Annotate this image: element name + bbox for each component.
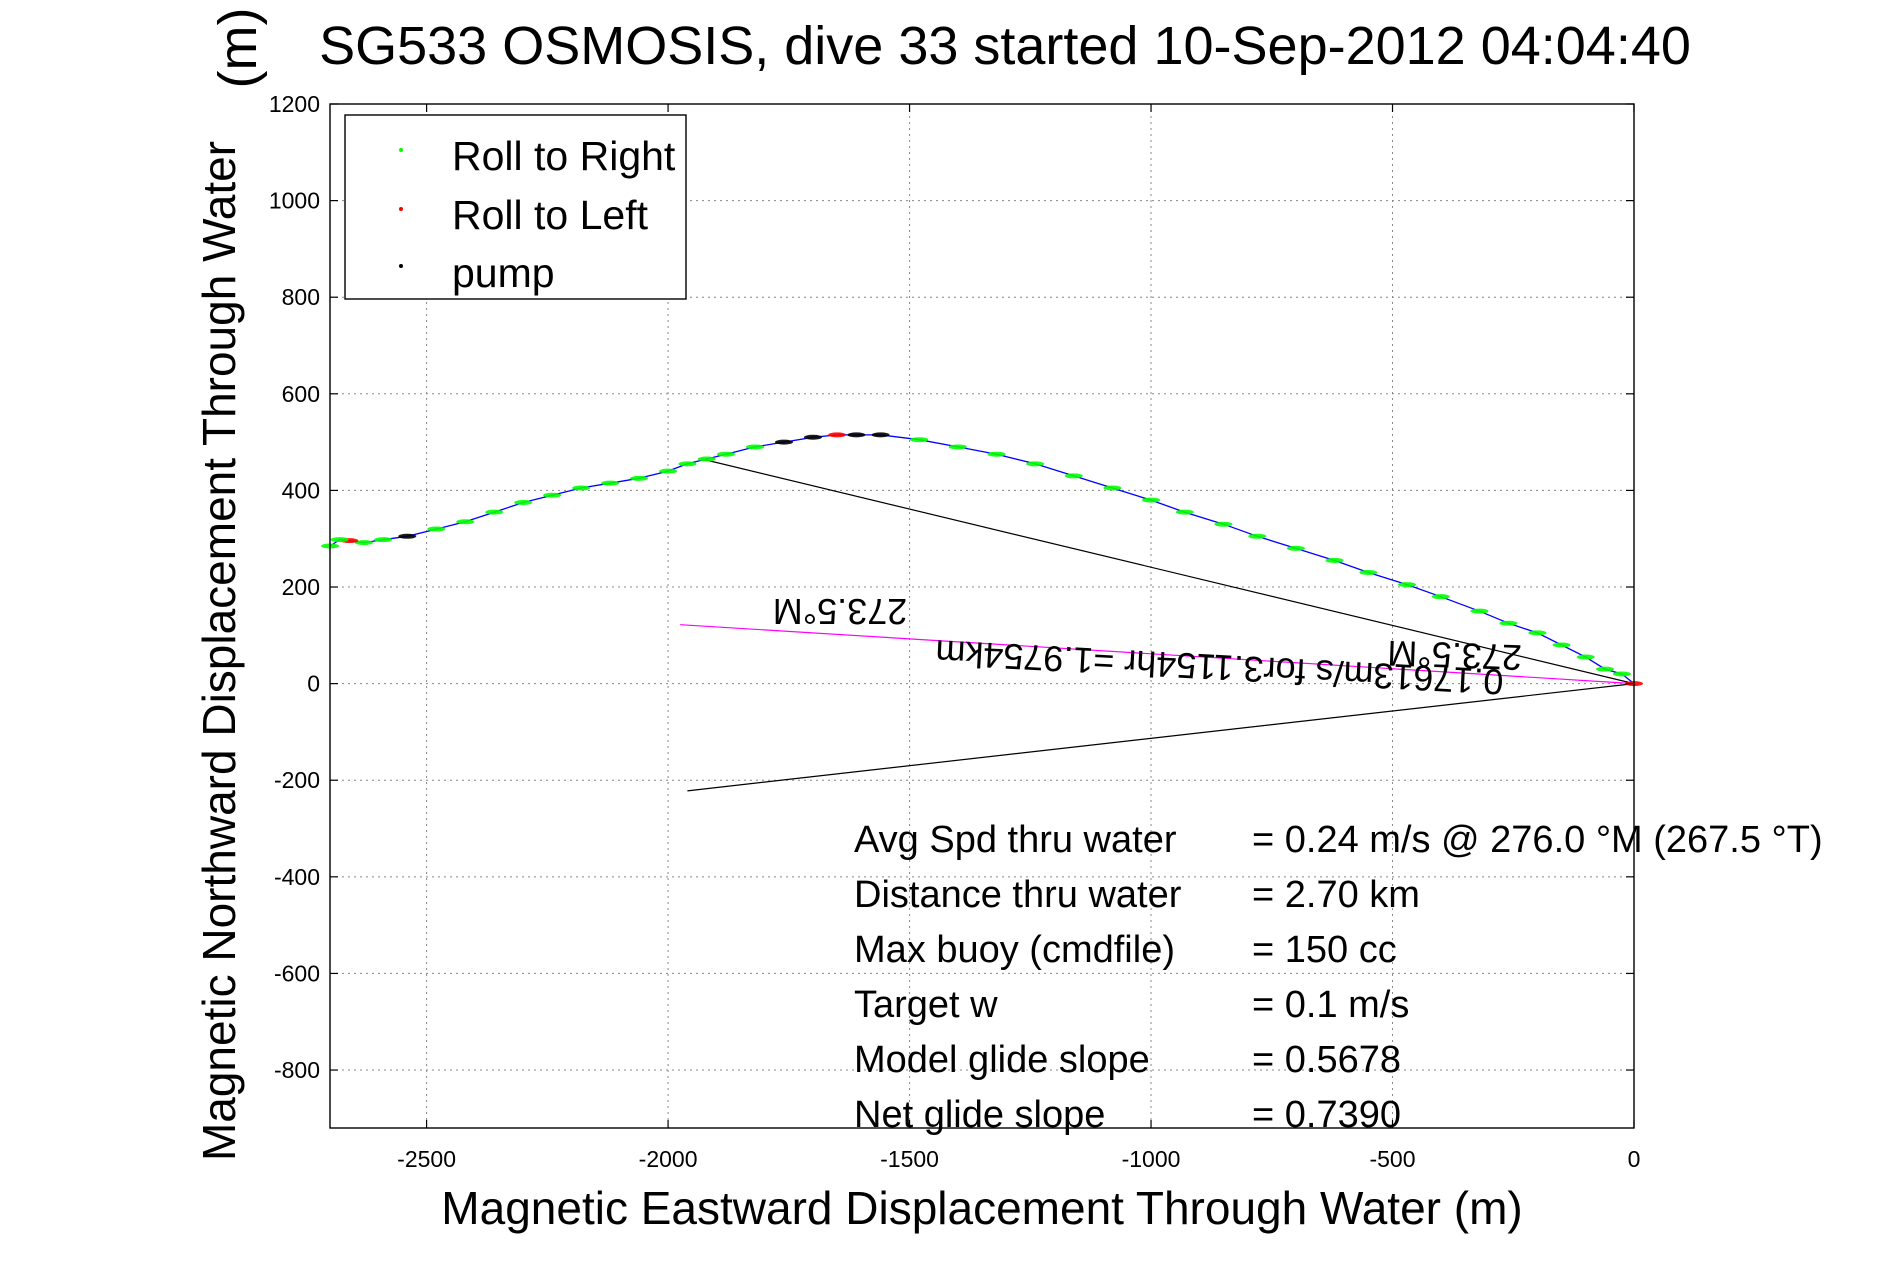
stat-label-model-glide: Model glide slope	[854, 1039, 1150, 1081]
track-marker	[1528, 630, 1547, 636]
bearing-ray-2	[680, 624, 1635, 685]
track-marker	[910, 437, 929, 443]
bearing-ray-1	[687, 683, 1635, 792]
track-marker	[871, 432, 890, 438]
track-marker	[948, 444, 967, 450]
track-marker	[746, 444, 765, 450]
x-tick-label: -1500	[880, 1146, 939, 1172]
y-axis-ticks: -800 -600 -400 -200 0 200 400 600 800 1000 1200	[269, 91, 1634, 1083]
stat-value-target-w: = 0.1 m/s	[1252, 984, 1409, 1026]
track-marker	[398, 533, 417, 539]
track-marker	[485, 509, 504, 515]
x-tick-label: -2000	[639, 1146, 698, 1172]
legend-label-pump: pump	[452, 250, 555, 296]
x-axis-label: Magnetic Eastward Displacement Through W…	[441, 1182, 1522, 1234]
track-marker	[678, 461, 697, 467]
track-marker	[1398, 582, 1417, 588]
legend-marker-roll-left	[399, 207, 403, 211]
legend: Roll to Right Roll to Left pump	[344, 114, 687, 300]
legend-box	[344, 114, 687, 300]
track-marker	[514, 499, 533, 505]
track-marker	[659, 468, 678, 474]
track-marker	[354, 540, 373, 546]
x-axis-ticks: -2500 -2000 -1500 -1000 -500 0	[397, 104, 1640, 1172]
stat-label-avg-speed: Avg Spd thru water	[854, 819, 1177, 861]
ray-label-heading-right: 273.5°M	[1387, 633, 1523, 679]
y-tick-label: 400	[282, 477, 320, 503]
track-marker	[717, 451, 736, 457]
y-tick-label: 0	[307, 671, 320, 697]
bearing-rays	[680, 458, 1635, 792]
track-marker	[374, 537, 393, 543]
y-tick-label: 800	[282, 284, 320, 310]
track-marker	[774, 439, 793, 445]
track-marker	[1214, 521, 1233, 527]
title-overlap-unit: (m)	[208, 8, 268, 89]
legend-marker-roll-right	[399, 148, 403, 152]
track-marker	[601, 480, 620, 486]
track-marker	[1612, 671, 1631, 677]
track-marker	[330, 537, 349, 543]
track-marker	[1596, 666, 1615, 672]
x-tick-label: 0	[1628, 1146, 1641, 1172]
plot-frame	[329, 103, 1635, 1129]
track-marker	[1576, 654, 1595, 660]
x-tick-label: -1000	[1122, 1146, 1181, 1172]
stat-value-distance: = 2.70 km	[1252, 874, 1420, 916]
stat-label-distance: Distance thru water	[854, 874, 1182, 916]
stat-value-max-buoy: = 150 cc	[1252, 929, 1397, 971]
y-axis-label: Magnetic Northward Displacement Through …	[193, 141, 245, 1161]
x-tick-label: -500	[1369, 1146, 1415, 1172]
stat-label-target-w: Target w	[854, 984, 998, 1026]
track-marker	[1470, 608, 1489, 614]
track-marker	[456, 519, 475, 525]
stat-value-avg-speed: = 0.24 m/s @ 276.0 °M (267.5 °T)	[1252, 819, 1823, 861]
stat-value-net-glide: = 0.7390	[1252, 1094, 1401, 1136]
y-tick-label: 200	[282, 574, 320, 600]
y-tick-label: -200	[274, 767, 320, 793]
track-marker	[1359, 570, 1378, 576]
y-tick-label: -800	[274, 1057, 320, 1083]
y-tick-label: 1000	[269, 188, 320, 214]
y-tick-label: 600	[282, 381, 320, 407]
track-marker	[697, 456, 716, 462]
track-marker	[543, 492, 562, 498]
y-tick-label: -400	[274, 864, 320, 890]
legend-marker-pump	[399, 264, 403, 268]
track-marker	[1103, 485, 1122, 491]
legend-label-roll-right: Roll to Right	[452, 133, 676, 179]
track-marker	[987, 451, 1006, 457]
stats-block: Avg Spd thru water = 0.24 m/s @ 276.0 °M…	[854, 819, 1823, 1136]
legend-label-roll-left: Roll to Left	[452, 192, 649, 238]
track-marker	[1431, 594, 1450, 600]
roll-pump-markers	[321, 432, 1643, 687]
x-tick-label: -2500	[397, 1146, 456, 1172]
ray-label-heading-left: 273.5°M	[773, 591, 907, 632]
stat-label-net-glide: Net glide slope	[854, 1094, 1105, 1136]
track-marker	[828, 432, 847, 438]
track-marker	[803, 434, 822, 440]
track-marker	[1142, 497, 1161, 503]
track-marker	[1248, 533, 1267, 539]
track-marker	[1286, 545, 1305, 551]
y-tick-label: -600	[274, 960, 320, 986]
stat-label-max-buoy: Max buoy (cmdfile)	[854, 929, 1175, 971]
stat-value-model-glide: = 0.5678	[1252, 1039, 1401, 1081]
chart-title: SG533 OSMOSIS, dive 33 started 10-Sep-20…	[319, 16, 1691, 76]
track-marker	[1175, 509, 1194, 515]
track-marker	[427, 526, 446, 532]
bearing-ray-0	[701, 458, 1635, 685]
track-marker	[1552, 642, 1571, 648]
track-marker	[1064, 473, 1083, 479]
track-marker	[630, 475, 649, 481]
track-marker	[1325, 557, 1344, 563]
track-marker	[1499, 620, 1518, 626]
y-tick-label: 1200	[269, 91, 320, 117]
track-marker	[847, 432, 866, 438]
track-marker	[572, 485, 591, 491]
track-marker	[1026, 461, 1045, 467]
